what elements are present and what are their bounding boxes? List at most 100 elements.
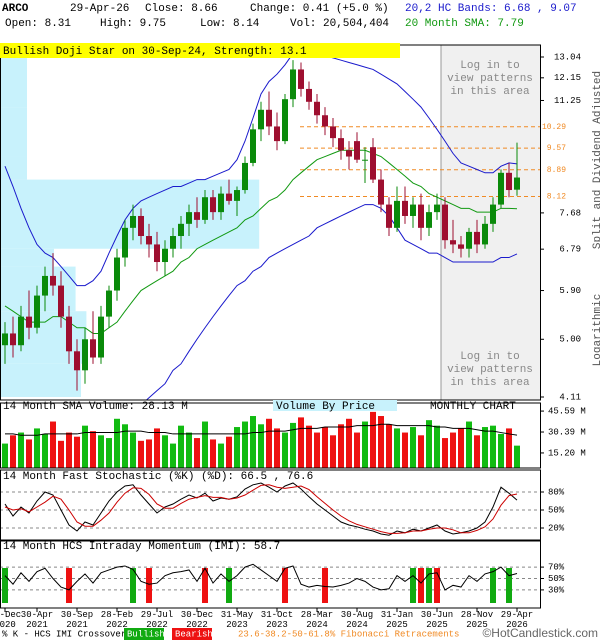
candle-body <box>266 109 272 127</box>
volume-bar <box>266 418 272 468</box>
high: High: 9.75 <box>100 18 166 30</box>
crossover-bar <box>282 568 288 603</box>
candle-body <box>74 351 80 371</box>
vbp-title: Volume By Price <box>276 401 375 413</box>
volume-pane <box>2 411 520 468</box>
fib-note: 23.6-38.2-50-61.8% Fibonacci Retracement… <box>238 629 459 639</box>
volume-bar <box>490 425 496 468</box>
upper-band <box>4 48 518 287</box>
fib-label: 10.29 <box>542 123 566 132</box>
candle-body <box>514 177 520 190</box>
crossover-bar <box>66 568 72 603</box>
x-tick-label: 31-Jan 2025 <box>380 610 414 630</box>
volume-bar <box>330 435 336 468</box>
volume-by-price-bar <box>0 107 27 157</box>
candle-body <box>42 275 48 296</box>
x-tick-label: 29-Jul 2022 <box>140 610 174 630</box>
volume-bar <box>226 436 232 468</box>
volume-bar <box>26 439 32 468</box>
candle-body <box>26 316 32 328</box>
volume-bar <box>178 425 184 468</box>
stochastic-pane <box>0 482 540 536</box>
fib-label: 8.89 <box>547 166 566 175</box>
volume-bar <box>362 421 368 468</box>
volume-bar <box>498 433 504 468</box>
candle-body <box>10 333 16 346</box>
candle-body <box>234 190 240 201</box>
volume-bar <box>338 424 344 468</box>
crossover-bar <box>226 568 232 603</box>
x-tick-label: 30-Dec 2022 <box>180 610 214 630</box>
candle-body <box>122 227 128 258</box>
y-tick-label: 50% <box>548 505 565 515</box>
volume-bar <box>466 421 472 468</box>
volume-bar <box>274 428 280 468</box>
close: Close: 8.66 <box>145 3 218 15</box>
volume-bar <box>282 432 288 468</box>
volume-bar <box>298 417 304 468</box>
volume-bar <box>50 421 56 468</box>
candle-body <box>210 197 216 213</box>
candle-body <box>346 150 352 157</box>
candle-body <box>82 339 88 371</box>
x-tick-label: 28-Nov 2025 <box>460 610 494 630</box>
crossover-bar <box>426 568 432 603</box>
price-pane <box>0 48 540 400</box>
volume-bar <box>426 420 432 468</box>
pattern-note: Log in to view patterns in this area <box>447 60 533 98</box>
labels-layer: ARCO 29-Apr-26 Close: 8.66 Change: 0.41 … <box>0 3 600 640</box>
x-tick-label: 30-Aug 2024 <box>340 610 374 630</box>
candle-body <box>90 339 96 358</box>
volume-bar <box>434 425 440 468</box>
candle-body <box>466 231 472 249</box>
volume-bar <box>506 428 512 468</box>
lower-band <box>145 204 518 400</box>
volume-bar <box>370 411 376 468</box>
candle-body <box>130 215 136 228</box>
volume-by-price-bar <box>0 156 27 180</box>
y-tick-label: 45.59 M <box>548 406 586 416</box>
volume-info: Vol: 20,504,404 <box>290 18 389 30</box>
candle-body <box>482 223 488 245</box>
volume-bar <box>242 421 248 468</box>
volume-bar <box>74 436 80 468</box>
volume-bar <box>162 435 168 468</box>
volume-bar <box>442 438 448 468</box>
x-tick-label: 28-Feb 2022 <box>100 610 134 630</box>
y-tick-label: 30% <box>548 585 565 595</box>
sma-info: 20 Month SMA: 7.79 <box>405 18 524 30</box>
crossover-bar <box>146 568 152 603</box>
imi-title: 14 Month HCS Intraday Momentum (IMI): 58… <box>3 541 280 553</box>
candle-body <box>178 223 184 237</box>
volume-bar <box>2 443 8 468</box>
candle-body <box>442 204 448 241</box>
volume-bar <box>322 427 328 468</box>
volume-bar <box>202 421 208 468</box>
volume-bar <box>234 427 240 468</box>
volume-bar <box>58 440 64 468</box>
bullish-label: Bullish <box>127 629 165 639</box>
candle-body <box>114 257 120 291</box>
candle-body <box>418 204 424 228</box>
volume-title: 14 Month SMA Volume: 28.13 M <box>3 401 188 413</box>
volume-bar <box>474 435 480 468</box>
crossover-bar <box>2 568 8 603</box>
y-tick-label: 20% <box>548 523 565 533</box>
axis-note: Split and Dividend Adjusted <box>592 71 600 249</box>
axis-note: Logarithmic <box>592 294 600 367</box>
candle-body <box>202 197 208 220</box>
low: Low: 8.14 <box>200 18 260 30</box>
volume-bar <box>42 433 48 468</box>
y-tick-label: 4.11 <box>559 392 581 402</box>
volume-bar <box>250 416 256 468</box>
volume-bar <box>18 432 24 468</box>
volume-bar <box>482 427 488 468</box>
volume-bar <box>170 443 176 468</box>
vbp-label-bg <box>273 400 397 411</box>
volume-bar <box>410 427 416 468</box>
indicator-line <box>4 484 518 534</box>
candle-body <box>218 193 224 213</box>
volume-bar <box>114 418 120 468</box>
x-tick-label: 30-Apr 2021 <box>20 610 54 630</box>
indicator-line <box>4 563 518 591</box>
